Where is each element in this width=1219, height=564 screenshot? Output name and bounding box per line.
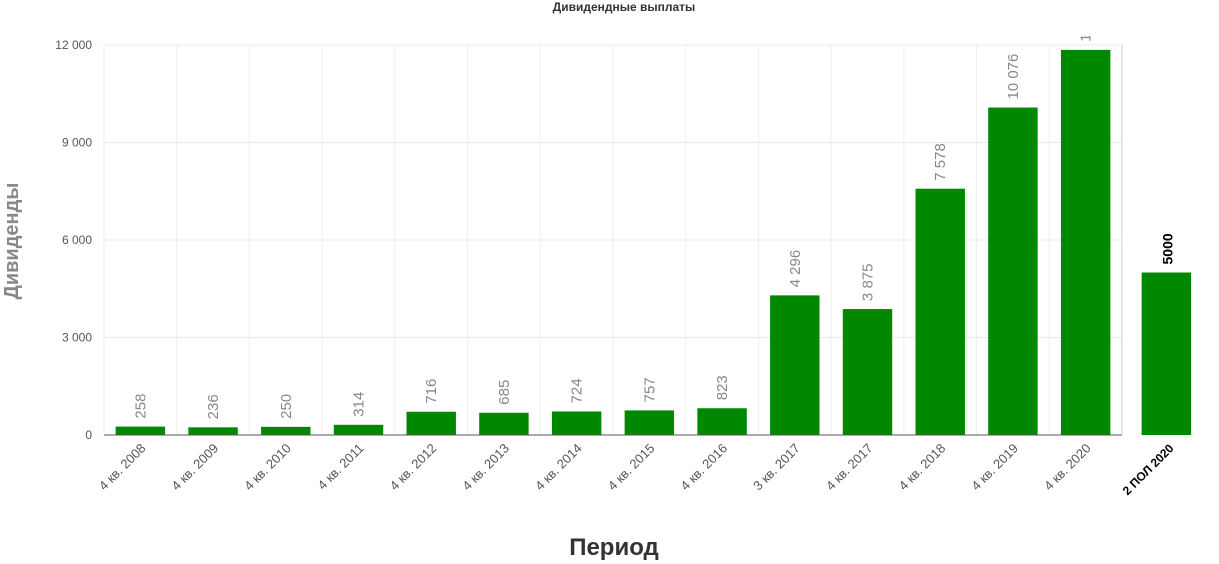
y-tick-label: 12 000 [55,38,92,52]
bar [1060,49,1111,435]
bar [551,411,602,435]
x-tick-label: 4 кв. 2013 [459,441,512,494]
value-label: 11 850 [1078,0,1095,42]
bar [188,427,238,435]
value-label: 7 578 [932,143,949,181]
x-tick-label: 4 кв. 2020 [1041,441,1094,494]
x-tick-label: 4 кв. 2016 [677,441,730,494]
bar [1141,272,1192,435]
y-tick-label: 3 000 [62,331,92,345]
value-label: 716 [423,379,440,404]
value-label: 757 [641,377,658,402]
forecast-category: 2 ПОЛ 2020 [1120,441,1177,498]
bar [988,107,1038,435]
x-tick-label: 4 кв. 2018 [896,441,949,494]
x-tick-label: 4 кв. 2019 [968,441,1021,494]
x-tick-label: 4 кв. 2009 [168,441,221,494]
bar [261,426,311,435]
marks: 258 236 250 314 716 685 724 757 823 4 296 3 875 7 5… [115,0,1192,435]
y-tick-label: 9 000 [62,136,92,150]
bar [115,426,166,435]
value-label: 823 [714,375,731,400]
y-tick-label: 6 000 [62,233,92,247]
x-tick-label: 4 кв. 2012 [387,441,440,494]
value-label: 724 [569,378,586,403]
bar [697,408,747,435]
bar [479,412,529,435]
x-tick-label: 4 кв. 2011 [315,441,367,493]
bar [333,424,384,435]
bar [842,309,893,435]
grid [103,44,1123,436]
x-tick-label: 4 кв. 2014 [532,441,585,494]
forecast-label: 5000 [1159,233,1175,264]
x-tick-label: 4 кв. 2015 [605,441,658,494]
value-label: 10 076 [1005,54,1022,100]
value-label: 4 296 [787,250,804,288]
x-tick-label: 4 кв. 2008 [96,441,149,494]
y-tick-label: 0 [85,428,92,442]
chart-title: Дивидендные выплаты [553,0,696,14]
x-axis-title: Период [569,534,659,561]
value-label: 3 875 [860,264,877,302]
value-label: 314 [351,392,368,417]
y-axis-title: Дивиденды [1,183,23,300]
value-label: 250 [278,394,295,419]
bar [915,188,965,435]
x-tick-label: 4 кв. 2017 [823,441,876,494]
value-label: 258 [132,394,149,419]
value-label: 236 [205,394,222,419]
bar [770,295,820,435]
value-label: 685 [496,380,513,405]
bar [406,411,456,435]
x-tick-label: 4 кв. 2010 [241,441,294,494]
bar [624,410,675,435]
x-tick-label: 3 кв. 2017 [750,441,803,494]
